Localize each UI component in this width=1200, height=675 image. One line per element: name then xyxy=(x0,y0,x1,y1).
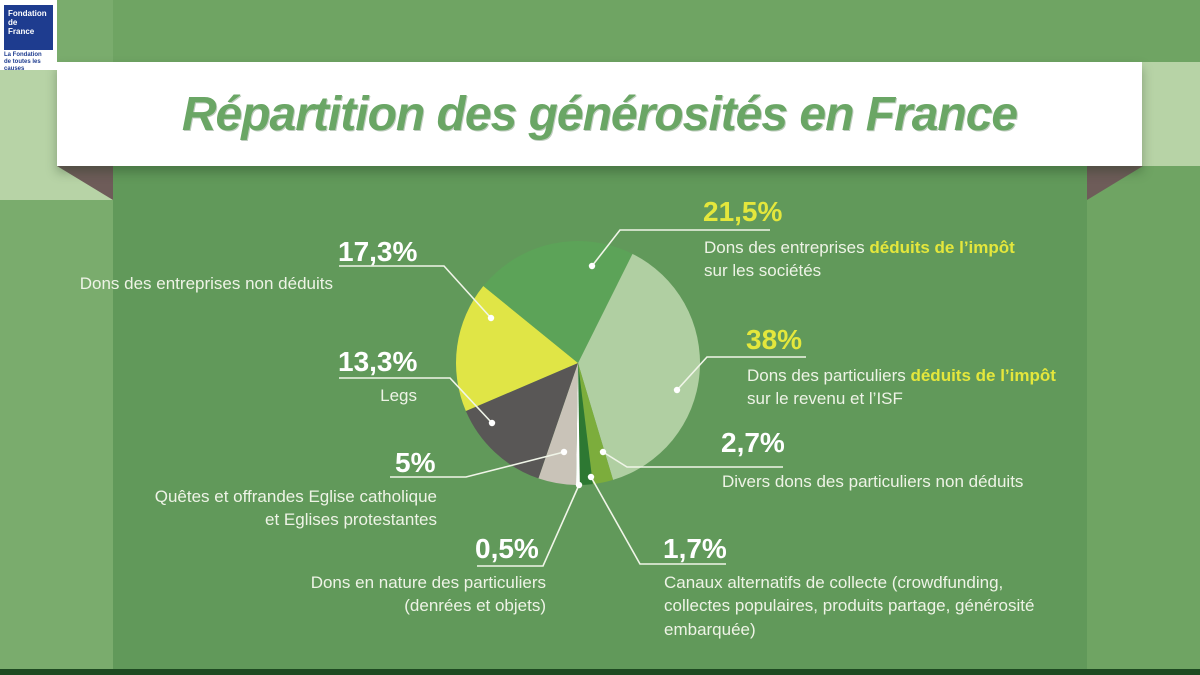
leader-dot-1-7 xyxy=(587,473,595,481)
slice-description-2-7: Divers dons des particuliers non déduits xyxy=(722,472,1024,491)
fondation-de-france-logo: Fondation de France xyxy=(4,5,53,50)
percent-label-1-7: 1,7% xyxy=(663,533,727,564)
percent-label-13-3: 13,3% xyxy=(338,346,418,377)
percent-label-17-3: 17,3% xyxy=(338,236,418,267)
leader-line-1-7 xyxy=(590,476,726,565)
leader-lines xyxy=(339,229,806,567)
leader-line-0-5 xyxy=(477,484,580,567)
pie-slice-6 xyxy=(456,286,578,412)
slice-description-5: Quêtes et offrandes Eglise catholique et … xyxy=(154,487,437,530)
leader-dot-2-7 xyxy=(599,448,607,456)
ribbon-end-right xyxy=(1140,62,1200,166)
logo-line: France xyxy=(8,27,35,36)
leader-line-13-3 xyxy=(339,377,493,424)
logo-line: de xyxy=(8,18,18,27)
leader-dot-21-5 xyxy=(588,262,596,270)
leader-dot-0-5 xyxy=(575,481,583,489)
logo-caption-line: de toutes les causes xyxy=(4,59,41,72)
logo-line: Fondation xyxy=(8,9,47,18)
logo-caption-line: La Fondation xyxy=(4,52,42,58)
leader-line-17-3 xyxy=(339,265,492,319)
percent-label-5: 5% xyxy=(395,447,436,478)
slice-description-17-3: Dons des entreprises non déduits xyxy=(79,274,333,293)
slice-description-13-3: Legs xyxy=(380,386,417,405)
leader-dot-5 xyxy=(560,448,568,456)
logo-caption: La Fondation de toutes les causes xyxy=(4,52,57,73)
slice-description-0-5: Dons en nature des particuliers (denrées … xyxy=(310,573,546,616)
slice-description-38: Dons des particuliers déduits de l’impôt… xyxy=(747,366,1056,409)
logo-strip: Fondation de France La Fondation de tout… xyxy=(0,0,57,73)
pie-slices xyxy=(456,240,700,486)
title-banner: Répartition des générosités en France xyxy=(57,62,1142,166)
pie-slice-7 xyxy=(483,240,633,363)
leader-dot-17-3 xyxy=(487,314,495,322)
ribbon-fold-left xyxy=(57,166,113,200)
percent-label-38: 38% xyxy=(746,324,803,355)
leader-dot-13-3 xyxy=(488,419,496,427)
leader-line-5 xyxy=(390,451,565,478)
percent-label-21-5: 21,5% xyxy=(703,196,783,227)
ribbon-fold-right xyxy=(1087,166,1143,200)
pie-slice-0 xyxy=(578,253,700,480)
leader-line-2-7 xyxy=(602,451,783,468)
leader-line-38 xyxy=(676,356,806,391)
pie-slice-3 xyxy=(576,363,580,486)
percent-label-2-7: 2,7% xyxy=(721,427,785,458)
bottom-strip xyxy=(0,669,1200,675)
pie-slice-5 xyxy=(465,363,578,479)
slice-description-21-5: Dons des entreprises déduits de l’impôt s… xyxy=(704,238,1015,281)
pie-slice-2 xyxy=(578,363,593,485)
pie-slice-4 xyxy=(538,363,578,485)
leader-dot-38 xyxy=(673,386,681,394)
leader-line-21-5 xyxy=(591,229,770,267)
slice-description-1-7: Canaux alternatifs de collecte (crowdfun… xyxy=(664,573,1035,639)
percent-label-0-5: 0,5% xyxy=(475,533,539,564)
page-title: Répartition des générosités en France xyxy=(181,87,1018,141)
